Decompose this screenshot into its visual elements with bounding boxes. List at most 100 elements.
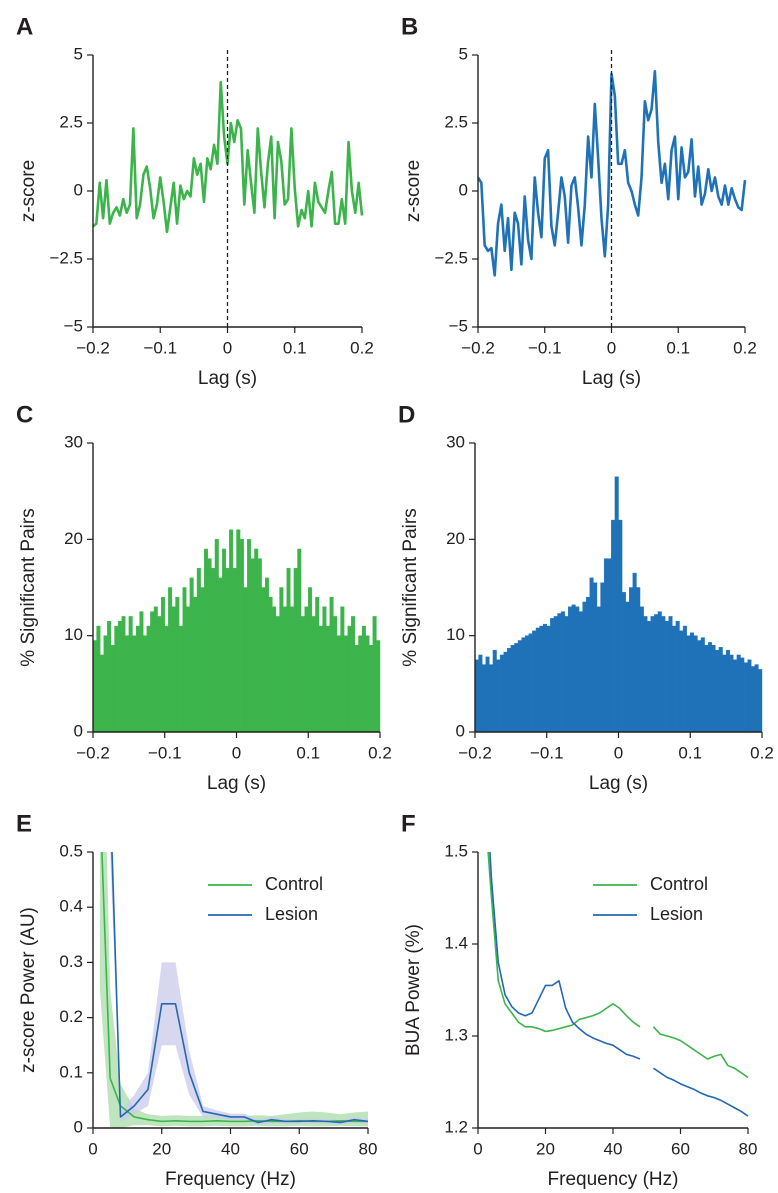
histogram-bar [729, 654, 734, 732]
x-axis-label: Frequency (Hz) [165, 1169, 296, 1190]
x-tick-label: 0.2 [350, 338, 374, 357]
histogram-bar [329, 596, 334, 732]
plot-area [93, 529, 381, 732]
histogram-bar [499, 654, 504, 732]
x-axis-label: Frequency (Hz) [548, 1169, 679, 1190]
histogram-bar [182, 587, 187, 732]
histogram-bar [621, 592, 626, 732]
histogram-bar [369, 645, 374, 732]
x-tick-label: 0 [232, 743, 241, 762]
panel: B Lag (s) z-score −0.2 −0.1 0 0.1 0.2 −5 −2.5 0 2.5… [401, 13, 757, 389]
y-tick-label: 0 [74, 721, 83, 740]
histogram-bar [510, 645, 515, 732]
histogram-bar [275, 616, 280, 732]
histogram-bar [347, 625, 352, 732]
plot-area [487, 852, 749, 1117]
histogram-bar [322, 606, 327, 732]
x-tick-label: −0.1 [528, 338, 562, 357]
histogram-bar [96, 625, 101, 732]
histogram-bar [736, 654, 741, 732]
y-axis-label: z-score Power (AU) [18, 907, 39, 1073]
histogram-bar [168, 587, 173, 732]
histogram-bar [564, 616, 569, 732]
histogram-bar [139, 611, 144, 732]
histogram-bar [325, 625, 330, 732]
histogram-bar [293, 568, 298, 732]
histogram-bar [225, 568, 230, 732]
histogram-bar [354, 645, 359, 732]
histogram-bar [517, 640, 522, 732]
y-tick-label: −5 [64, 316, 83, 335]
x-tick-label: 0 [223, 338, 232, 357]
y-tick-label: 0.1 [59, 1062, 83, 1081]
histogram-bar [542, 623, 547, 732]
data-line [489, 852, 749, 1117]
histogram-bar [679, 630, 684, 732]
histogram-bar [661, 616, 666, 732]
plot-area [99, 852, 369, 1128]
x-tick-label: 20 [536, 1139, 555, 1158]
histogram-bar [207, 558, 212, 732]
x-axis-label: Lag (s) [207, 773, 266, 794]
histogram-bar [557, 613, 562, 732]
histogram-bar [675, 621, 680, 732]
histogram-bar [200, 587, 205, 732]
histogram-bar [358, 635, 363, 732]
histogram-bar [189, 577, 194, 732]
histogram-bar [539, 625, 544, 732]
histogram-bar [647, 621, 651, 732]
histogram-bar [279, 587, 284, 732]
histogram-bar [546, 625, 551, 732]
histogram-bar [146, 625, 151, 732]
error-band [99, 852, 368, 1128]
histogram-bar [340, 606, 345, 732]
legend-label: Lesion [265, 904, 318, 924]
y-tick-label: −5 [449, 316, 468, 335]
histogram-bar [99, 654, 104, 732]
histogram-bar [614, 476, 619, 732]
histogram-bar [128, 616, 133, 732]
histogram-bar [553, 616, 558, 732]
histogram-bar [575, 606, 580, 732]
y-tick-label: 0.3 [59, 952, 83, 971]
histogram-bar [697, 640, 702, 732]
histogram-bar [751, 666, 756, 732]
histogram-bar [110, 645, 115, 732]
histogram-bar [272, 606, 277, 732]
histogram-bar [754, 664, 759, 732]
histogram-bar [603, 558, 608, 732]
panel-label: F [401, 810, 416, 837]
histogram-bar [582, 601, 587, 732]
histogram-bar [304, 606, 309, 732]
y-tick-label: 0 [74, 1117, 83, 1136]
histogram-bar [117, 621, 122, 732]
histogram-bar [261, 587, 266, 732]
histogram-bar [229, 529, 234, 732]
histogram-bar [532, 630, 537, 732]
y-tick-label: 2.5 [444, 112, 468, 131]
histogram-bar [743, 662, 748, 732]
histogram-bar [204, 548, 208, 732]
histogram-bar [496, 659, 501, 732]
histogram-bar [143, 635, 148, 732]
x-tick-label: 80 [739, 1139, 758, 1158]
data-line [111, 852, 369, 1124]
histogram-bar [171, 606, 176, 732]
histogram-bar [672, 625, 677, 732]
histogram-bar [600, 582, 605, 732]
y-tick-label: 1.3 [444, 1025, 468, 1044]
histogram-bar [336, 635, 341, 732]
y-tick-label: 0 [459, 180, 468, 199]
histogram-bar [636, 587, 641, 732]
histogram-bar [333, 616, 338, 732]
y-tick-label: 0.2 [59, 1007, 83, 1026]
y-tick-label: 2.5 [59, 112, 83, 131]
legend-label: Control [265, 874, 323, 894]
histogram-bar [114, 625, 119, 732]
histogram-bar [725, 649, 730, 732]
x-tick-label: 0 [473, 1139, 482, 1158]
y-axis-label: % Significant Pairs [18, 508, 39, 666]
histogram-bar [218, 577, 223, 732]
y-tick-label: −2.5 [49, 248, 83, 267]
